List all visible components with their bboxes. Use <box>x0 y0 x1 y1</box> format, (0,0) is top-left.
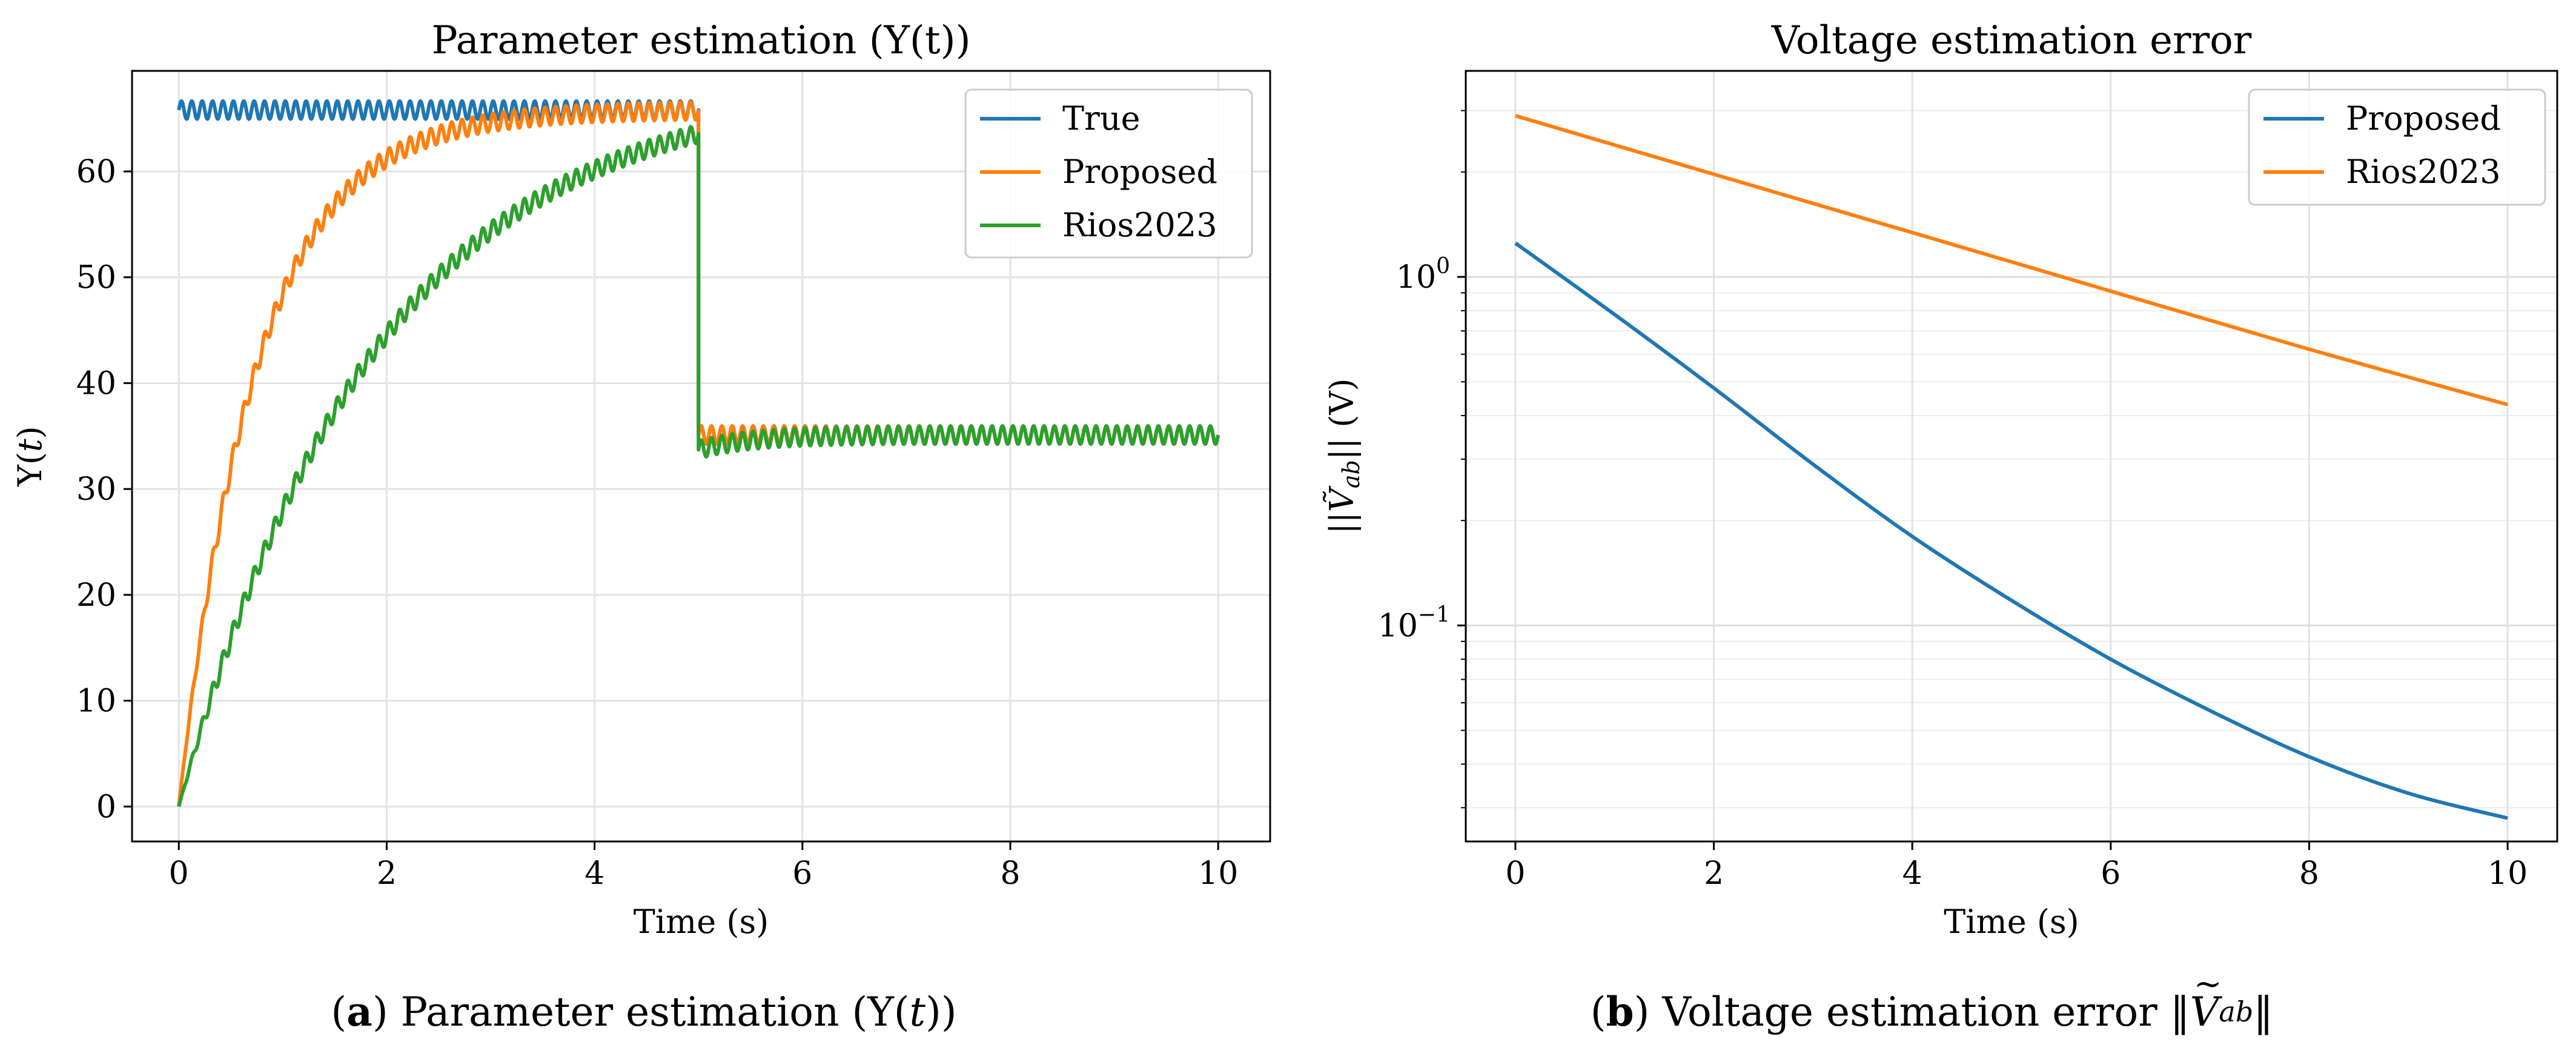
y-tick-label: 40 <box>76 365 116 402</box>
legend-label: True <box>1062 99 1141 138</box>
legend: Proposed Rios2023 <box>2248 88 2546 206</box>
caption-b-sub: ab <box>2219 995 2254 1028</box>
caption-b: (b) Voltage estimation error ‖Vab‖ <box>1288 964 2576 1039</box>
x-tick-label: 2 <box>1704 855 1724 892</box>
x-tick-label: 2 <box>377 855 397 892</box>
y-tick-label: 100 <box>1396 254 1450 296</box>
caption-a-text: Parameter estimation <box>400 988 839 1035</box>
plot-frame <box>131 70 1271 843</box>
chart-parameter-estimation: 0 2 4 6 8 10 0 10 20 30 40 50 60 Parameter estimation… <box>11 18 1271 941</box>
caption-b-label: b <box>1606 988 1634 1035</box>
chart-title: Voltage estimation error <box>1771 18 2252 63</box>
y-tick-label-exponent: −1 <box>1418 602 1450 627</box>
y-axis-label-subscript: ab <box>1338 460 1365 488</box>
y-axis-label-var: t <box>11 439 49 452</box>
y-axis-label-symbol: Ṽ <box>1322 485 1361 512</box>
caption-a-symbol: Y <box>867 988 894 1035</box>
x-tick-label: 6 <box>2101 855 2121 892</box>
x-tick-label: 0 <box>1505 855 1525 892</box>
y-axis-label-close: ) <box>11 426 49 439</box>
legend-label: Proposed <box>1062 153 1217 191</box>
legend: True Proposed Rios2023 <box>964 88 1253 259</box>
series-line-rios2023 <box>1515 114 2508 407</box>
y-tick-label: 10 <box>76 683 116 720</box>
y-axis-label: ||Ṽab|| (V) <box>1322 378 1365 534</box>
y-tick-label-base: 10 <box>1396 259 1436 296</box>
series-line-rios2023 <box>177 125 1220 808</box>
x-tick-label: 10 <box>2488 855 2528 892</box>
x-tick-label: 4 <box>1902 855 1922 892</box>
caption-a: (a) Parameter estimation (Y(t)) <box>331 988 957 1035</box>
x-tick-label: 8 <box>1000 855 1020 892</box>
y-tick-label: 50 <box>76 260 116 296</box>
x-tick-label: 6 <box>792 855 812 892</box>
x-tick-label: 8 <box>2299 855 2319 892</box>
y-axis-label-norm-open: || <box>1323 512 1361 534</box>
chart-title: Parameter estimation (Y(t)) <box>431 18 970 63</box>
x-axis-label: Time (s) <box>634 903 769 941</box>
legend-box <box>964 88 1253 259</box>
y-tick-label: 20 <box>76 577 116 614</box>
y-axis-label-rest: || (V) <box>1323 378 1361 460</box>
caption-a-label: a <box>346 988 372 1035</box>
legend-label: Rios2023 <box>2346 153 2501 191</box>
plot-frame <box>1465 70 2558 843</box>
y-tick-label-exponent: 0 <box>1436 254 1450 279</box>
y-tick-label-base: 10 <box>1378 608 1418 644</box>
y-tick-label: 10−1 <box>1378 602 1450 644</box>
y-axis-label: Y(t) <box>11 426 49 487</box>
y-axis-label-base: Y( <box>11 452 49 487</box>
series-line-proposed <box>1514 241 2508 820</box>
legend-label: Rios2023 <box>1062 206 1217 244</box>
x-tick-label: 10 <box>1198 855 1238 892</box>
caption-b-text: Voltage estimation error <box>1662 988 2157 1035</box>
x-axis-label: Time (s) <box>1944 903 2079 941</box>
x-tick-label: 0 <box>169 855 189 892</box>
caption-b-symbol: V <box>2190 964 2222 1035</box>
x-tick-label: 4 <box>584 855 604 892</box>
y-tick-label: 60 <box>76 154 116 190</box>
caption-a-var: t <box>909 988 926 1035</box>
y-tick-label: 0 <box>96 789 116 825</box>
y-tick-label: 30 <box>76 471 116 508</box>
legend-label: Proposed <box>2346 99 2501 138</box>
